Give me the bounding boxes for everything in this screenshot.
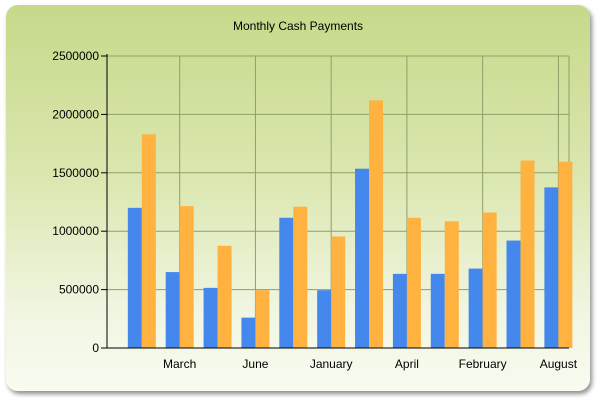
x-category-label: April: [395, 357, 419, 371]
bar-series-1: [355, 168, 370, 348]
bar-series-1: [468, 268, 483, 348]
y-tick-label: 500000: [59, 283, 99, 297]
bar-series-1: [203, 287, 218, 348]
y-tick-label: 1500000: [52, 166, 99, 180]
bar-series-2: [406, 217, 421, 348]
bar-series-2: [520, 160, 535, 348]
x-category-label: August: [540, 357, 578, 371]
bar-series-1: [392, 273, 407, 348]
bar-layer: [127, 100, 573, 348]
bar-series-2: [217, 245, 232, 348]
x-category-label: March: [163, 357, 196, 371]
y-tick-label: 2000000: [52, 107, 99, 121]
y-tick-label: 0: [92, 341, 99, 355]
bar-series-1: [279, 217, 294, 348]
y-tick-label: 1000000: [52, 224, 99, 238]
bar-series-2: [444, 221, 459, 348]
axis-layer: 0 500000 1000000 1500000 2000000 2500000 March…: [52, 49, 577, 371]
bar-series-1: [430, 273, 445, 348]
y-tick-label: 2500000: [52, 49, 99, 63]
x-category-label: June: [242, 357, 268, 371]
bar-series-1: [241, 317, 256, 348]
bar-series-2: [179, 206, 194, 348]
bar-series-1: [506, 240, 521, 348]
x-category-label: February: [459, 357, 507, 371]
bar-series-1: [544, 187, 559, 348]
bar-series-2: [293, 206, 308, 348]
bar-series-2: [369, 100, 384, 348]
chart-title: Monthly Cash Payments: [233, 19, 363, 33]
bar-series-1: [127, 207, 142, 348]
x-category-label: January: [310, 357, 353, 371]
bar-series-2: [255, 290, 270, 348]
bar-series-2: [141, 134, 156, 348]
bar-series-2: [482, 212, 497, 348]
bar-series-2: [558, 161, 573, 348]
bar-series-1: [317, 290, 332, 348]
bar-series-1: [165, 272, 180, 348]
bar-series-2: [331, 236, 346, 348]
